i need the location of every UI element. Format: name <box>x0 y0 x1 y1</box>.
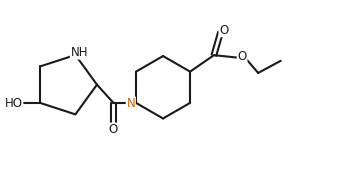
Text: O: O <box>237 50 247 63</box>
Text: O: O <box>109 123 118 136</box>
Text: N: N <box>126 97 135 110</box>
Text: HO: HO <box>5 96 22 109</box>
Text: NH: NH <box>71 46 88 59</box>
Text: O: O <box>219 23 228 36</box>
